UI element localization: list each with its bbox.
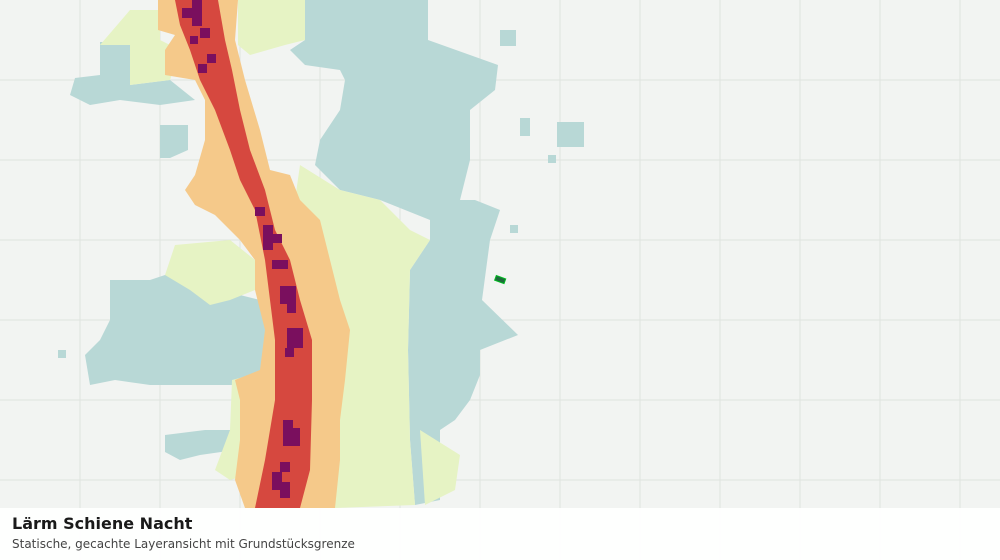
layer-subtitle: Statische, gecachte Layeransicht mit Gru… (12, 537, 355, 551)
zone-extreme (182, 0, 303, 498)
layer-title: Lärm Schiene Nacht (12, 514, 193, 533)
caption-panel: Lärm Schiene Nacht Statische, gecachte L… (0, 508, 1000, 560)
zone-very-high (175, 0, 312, 508)
parcel-marker (493, 274, 507, 285)
zone-low (58, 0, 584, 505)
